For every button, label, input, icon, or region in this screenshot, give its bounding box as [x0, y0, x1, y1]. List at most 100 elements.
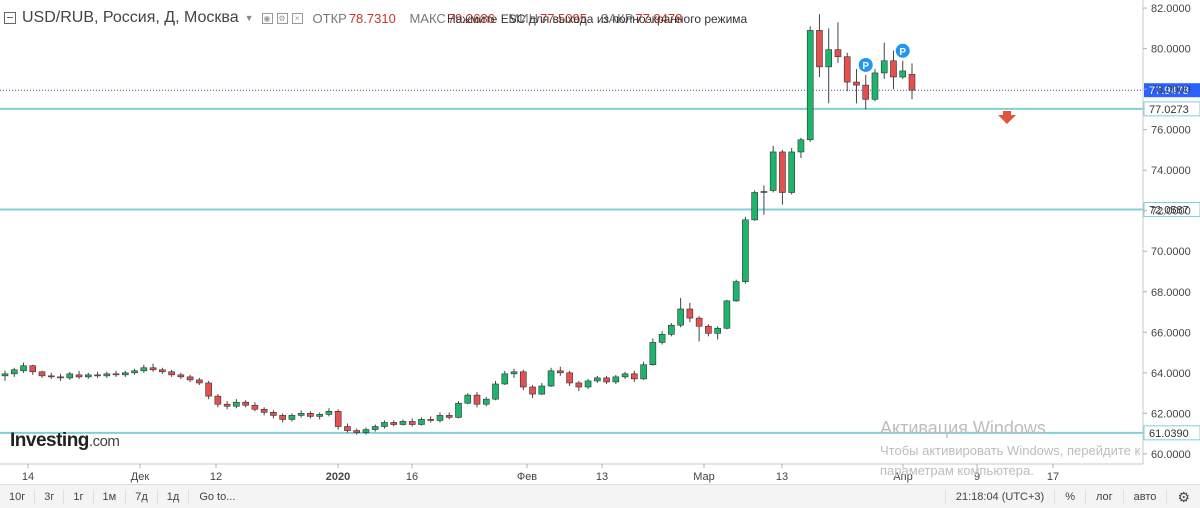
range-1y-button[interactable]: 1г: [64, 490, 93, 504]
candle-up: [548, 371, 554, 386]
candle-down: [307, 413, 313, 416]
candle-up: [678, 309, 684, 325]
candle-down: [520, 372, 526, 387]
candle-down: [557, 371, 563, 373]
candle-down: [335, 411, 341, 426]
candle-up: [122, 373, 128, 375]
settings-icon[interactable]: ⚙: [277, 13, 288, 24]
candle-up: [502, 374, 508, 384]
candle-up: [511, 372, 517, 374]
bottom-toolbar: 10г 3г 1г 1м 7д 1д Go to... 21:18:04 (UT…: [0, 484, 1200, 508]
candle-down: [113, 374, 119, 375]
candle-down: [76, 375, 82, 377]
candle-down: [178, 375, 184, 377]
candle-up: [770, 152, 776, 190]
candle-down: [779, 152, 785, 193]
candle-up: [881, 61, 887, 73]
high-label: МАКС: [409, 11, 445, 26]
open-value: 78.7310: [349, 11, 396, 26]
y-tick-label: 70.0000: [1151, 246, 1191, 258]
candle-up: [650, 342, 656, 364]
chevron-down-icon[interactable]: ▼: [245, 13, 254, 23]
range-1m-button[interactable]: 1м: [94, 490, 127, 504]
percent-scale-button[interactable]: %: [1054, 490, 1085, 504]
candle-up: [742, 220, 748, 282]
candle-up: [585, 381, 591, 387]
windows-activation-watermark: Активация Windows Чтобы активировать Win…: [880, 418, 1140, 479]
candle-up: [418, 419, 424, 424]
range-10y-button[interactable]: 10г: [0, 490, 35, 504]
fullscreen-notice: Нажмите ESC для выхода из полноэкранного…: [447, 12, 747, 26]
candle-down: [530, 387, 536, 394]
candle-down: [909, 74, 915, 90]
candle-down: [243, 402, 249, 405]
x-tick-label: 2020: [326, 471, 350, 483]
candle-down: [187, 377, 193, 380]
range-7d-button[interactable]: 7д: [126, 490, 158, 504]
x-tick-label: Мар: [693, 471, 715, 483]
candle-up: [141, 368, 147, 371]
level-tag-label: 77.0273: [1149, 104, 1189, 116]
candle-up: [21, 366, 27, 371]
watermark-title: Активация Windows: [880, 418, 1140, 439]
watermark-line-3: параметрам компьютера.: [880, 463, 1140, 479]
candle-up: [622, 374, 628, 377]
candle-up: [900, 71, 906, 77]
x-tick-label: 13: [596, 471, 608, 483]
candle-up: [761, 191, 767, 192]
x-tick-label: 14: [22, 471, 34, 483]
clock-readout: 21:18:04 (UTC+3): [945, 490, 1054, 504]
candle-down: [705, 326, 711, 333]
candle-down: [39, 372, 45, 376]
candle-down: [696, 318, 702, 326]
candle-up: [807, 30, 813, 139]
range-1d-button[interactable]: 1д: [158, 490, 190, 504]
candle-up: [363, 430, 369, 433]
candle-down: [206, 383, 212, 396]
gear-icon[interactable]: ⚙: [1166, 490, 1200, 504]
candle-up: [594, 378, 600, 381]
candle-up: [400, 421, 406, 424]
candle-up: [641, 365, 647, 379]
candle-down: [844, 57, 850, 82]
candle-down: [48, 376, 54, 377]
watermark-line-2: Чтобы активировать Windows, перейдите к: [880, 443, 1140, 459]
candle-down: [816, 30, 822, 66]
candle-up: [493, 384, 499, 399]
y-tick-label: 66.0000: [1151, 327, 1191, 339]
open-label: ОТКР: [313, 11, 347, 26]
y-tick-label: 80.0000: [1151, 44, 1191, 56]
candle-up: [715, 328, 721, 333]
candle-down: [215, 396, 221, 404]
eye-icon[interactable]: ◉: [262, 13, 273, 24]
candle-down: [890, 61, 896, 77]
x-tick-label: 16: [406, 471, 418, 483]
range-3y-button[interactable]: 3г: [35, 490, 64, 504]
x-tick-label: 12: [210, 471, 222, 483]
price-chart[interactable]: 77.0273 72.0587 61.0390 77.9478 82.0000 80.0…: [0, 0, 1200, 484]
goto-button[interactable]: Go to...: [189, 491, 245, 503]
candle-up: [826, 50, 832, 67]
candle-up: [104, 374, 110, 376]
candle-down: [567, 373, 573, 383]
candle-up: [789, 152, 795, 193]
candle-up: [233, 402, 239, 406]
candle-up: [298, 413, 304, 415]
y-tick-label: 74.0000: [1151, 165, 1191, 177]
candle-up: [613, 377, 619, 382]
close-icon[interactable]: ×: [292, 13, 303, 24]
auto-scale-button[interactable]: авто: [1123, 490, 1167, 504]
candle-down: [835, 50, 841, 57]
candle-up: [659, 334, 665, 342]
candle-up: [465, 395, 471, 403]
candle-down: [196, 380, 202, 383]
candle-up: [483, 399, 489, 404]
candle-up: [326, 411, 332, 414]
y-tick-label: 62.0000: [1151, 408, 1191, 420]
y-tick-label: 82.0000: [1151, 3, 1191, 15]
candle-down: [224, 404, 230, 406]
y-tick-label: 64.0000: [1151, 368, 1191, 380]
log-scale-button[interactable]: лог: [1085, 490, 1123, 504]
candle-down: [474, 395, 480, 404]
collapse-legend-icon[interactable]: [4, 12, 16, 24]
